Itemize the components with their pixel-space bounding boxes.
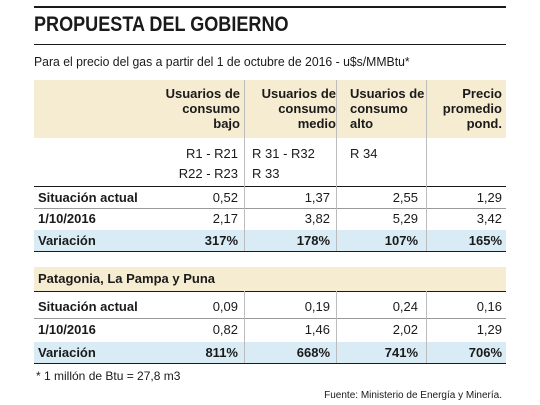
cell-value: 741% (384, 345, 418, 360)
row-divider (34, 208, 506, 209)
row-label-variacion: Variación (38, 233, 96, 248)
column-header-promedio: Precio promedio pond. (442, 86, 502, 131)
cell-value: 668% (296, 345, 330, 360)
variation-band-1 (34, 230, 506, 251)
cell-value: 3,82 (304, 211, 330, 226)
codes-bajo-2: R22 - R23 (178, 166, 238, 181)
column-header-bajo: Usuarios de consumo bajo (165, 86, 240, 131)
header-band (34, 80, 506, 138)
row-label-variacion: Variación (38, 345, 96, 360)
top-rule (34, 6, 506, 8)
cell-value: 811% (205, 345, 238, 360)
cell-value: 178% (296, 233, 330, 248)
source-credit: Fuente: Ministerio de Energía y Minería. (324, 390, 502, 401)
cell-value: 1,46 (304, 322, 330, 337)
cell-value: 1,29 (476, 322, 502, 337)
cell-value: 0,24 (392, 299, 418, 314)
cell-value: 1,29 (476, 190, 502, 205)
row-divider (34, 318, 506, 319)
codes-medio-2: R 33 (252, 166, 280, 181)
cell-value: 0,16 (476, 299, 502, 314)
cell-value: 0,82 (212, 322, 238, 337)
column-separator (336, 80, 337, 251)
cell-value: 1,37 (304, 190, 330, 205)
cell-value: 3,42 (476, 211, 502, 226)
page-title: PROPUESTA DEL GOBIERNO (34, 13, 289, 36)
row-label-date: 1/10/2016 (38, 322, 96, 337)
column-separator (336, 291, 337, 363)
title-rule (34, 44, 506, 45)
column-header-alto: Usuarios de consumo alto (350, 86, 425, 131)
cell-value: 0,52 (212, 190, 238, 205)
section1-bottom-rule (34, 251, 506, 252)
section2-top-rule (34, 291, 506, 292)
row-label-actual: Situación actual (38, 190, 138, 205)
cell-value: 5,29 (392, 211, 418, 226)
cell-value: 107% (384, 233, 418, 248)
codes-alto-1: R 34 (350, 146, 378, 161)
variation-band-2 (34, 342, 506, 363)
column-separator (244, 80, 245, 251)
cell-value: 317% (204, 233, 238, 248)
cell-value: 2,02 (392, 322, 418, 337)
section2-band (34, 267, 506, 291)
cell-value: 165% (468, 233, 502, 248)
cell-value: 2,55 (392, 190, 418, 205)
cell-value: 706% (468, 345, 502, 360)
footnote: * 1 millón de Btu = 27,8 m3 (36, 369, 181, 383)
column-separator (244, 291, 245, 363)
cell-value: 0,09 (212, 299, 238, 314)
row-label-actual: Situación actual (38, 299, 138, 314)
column-header-medio: Usuarios de consumo medio (261, 86, 336, 131)
codes-medio-1: R 31 - R32 (252, 146, 315, 161)
subtitle: Para el precio del gas a partir del 1 de… (34, 54, 410, 69)
cell-value: 0,19 (304, 299, 330, 314)
row-label-date: 1/10/2016 (38, 211, 96, 226)
section2-bottom-rule (34, 363, 506, 364)
cell-value: 2,17 (212, 211, 238, 226)
codes-bajo-1: R1 - R21 (185, 146, 238, 161)
column-separator (426, 291, 427, 363)
section2-heading: Patagonia, La Pampa y Puna (38, 271, 215, 286)
section1-top-rule (34, 186, 506, 187)
infographic-table: PROPUESTA DEL GOBIERNO Para el precio de… (34, 0, 506, 405)
column-separator (426, 80, 427, 251)
